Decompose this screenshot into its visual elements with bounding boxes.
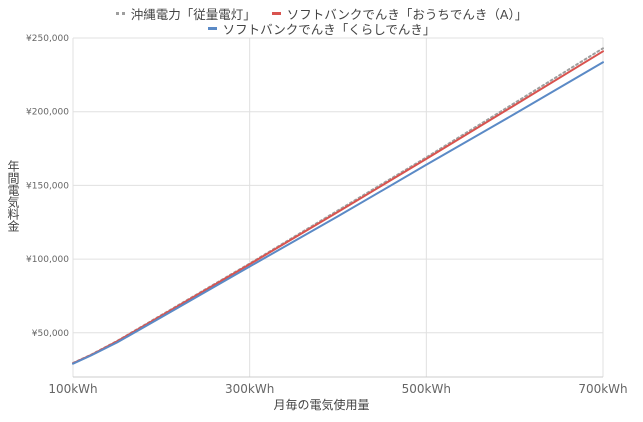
x-axis-label: 月毎の電気使用量 <box>273 398 370 412</box>
y-axis-label: 年間電気料金 <box>6 160 20 232</box>
legend-swatch-kurashi <box>207 27 217 30</box>
y-tick-label: ¥50,000 <box>32 329 69 339</box>
legend-label-okinawa: 沖縄電力「従量電灯」 <box>130 7 256 22</box>
legend-row-2: ソフトバンクでんき「くらしでんき」 <box>0 19 643 38</box>
legend-label-kurashi: ソフトバンクでんき「くらしでんき」 <box>222 22 436 37</box>
series-line-0 <box>72 47 604 364</box>
legend-swatch-ouchi <box>271 12 281 15</box>
x-tick-label: 500kWh <box>402 382 451 396</box>
legend-label-ouchi: ソフトバンクでんき「おうちでんき（A）」 <box>286 7 528 22</box>
y-tick-label: ¥250,000 <box>26 34 69 44</box>
x-tick-label: 700kWh <box>578 382 627 396</box>
legend-item-ouchi[interactable]: ソフトバンクでんき「おうちでんき（A）」 <box>271 4 528 23</box>
y-tick-label: ¥150,000 <box>26 181 69 191</box>
legend-row-1: 沖縄電力「従量電灯」 ソフトバンクでんき「おうちでんき（A）」 <box>0 4 643 23</box>
legend-item-okinawa[interactable]: 沖縄電力「従量電灯」 <box>115 4 256 23</box>
legend-item-kurashi[interactable]: ソフトバンクでんき「くらしでんき」 <box>207 19 436 38</box>
legend-swatch-okinawa <box>115 12 125 15</box>
x-tick-label: 300kWh <box>225 382 274 396</box>
y-tick-label: ¥200,000 <box>26 108 69 118</box>
series-line-2 <box>72 61 604 365</box>
y-tick-label: ¥100,000 <box>26 255 69 265</box>
x-tick-label: 100kWh <box>48 382 97 396</box>
